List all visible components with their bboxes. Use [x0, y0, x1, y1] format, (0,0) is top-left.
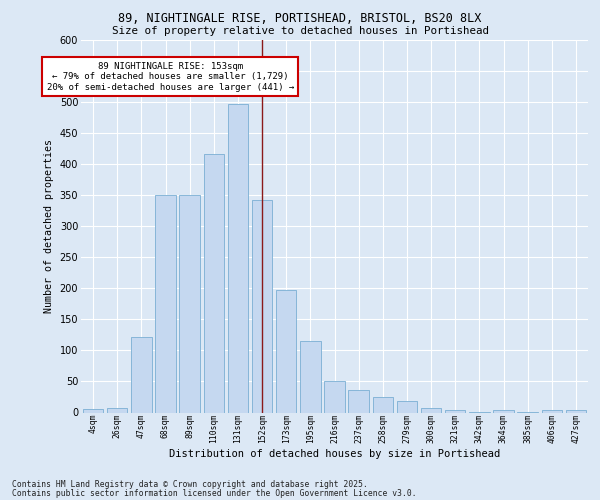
Bar	[373, 397, 393, 412]
Bar	[445, 410, 466, 412]
Text: Size of property relative to detached houses in Portishead: Size of property relative to detached ho…	[112, 26, 488, 36]
Text: Contains public sector information licensed under the Open Government Licence v3: Contains public sector information licen…	[12, 488, 416, 498]
Text: 89 NIGHTINGALE RISE: 153sqm
← 79% of detached houses are smaller (1,729)
20% of : 89 NIGHTINGALE RISE: 153sqm ← 79% of det…	[47, 62, 294, 92]
Bar	[179, 195, 200, 412]
Bar	[566, 410, 586, 412]
X-axis label: Distribution of detached houses by size in Portishead: Distribution of detached houses by size …	[169, 448, 500, 458]
Text: 89, NIGHTINGALE RISE, PORTISHEAD, BRISTOL, BS20 8LX: 89, NIGHTINGALE RISE, PORTISHEAD, BRISTO…	[118, 12, 482, 26]
Bar	[300, 341, 320, 412]
Bar	[107, 408, 127, 412]
Bar	[203, 154, 224, 412]
Text: Contains HM Land Registry data © Crown copyright and database right 2025.: Contains HM Land Registry data © Crown c…	[12, 480, 368, 489]
Bar	[397, 402, 417, 412]
Bar	[421, 408, 442, 412]
Bar	[276, 290, 296, 412]
Bar	[252, 200, 272, 412]
Y-axis label: Number of detached properties: Number of detached properties	[44, 139, 54, 313]
Bar	[542, 410, 562, 412]
Bar	[324, 382, 345, 412]
Bar	[131, 337, 152, 412]
Bar	[227, 104, 248, 412]
Bar	[493, 410, 514, 412]
Bar	[83, 410, 103, 412]
Bar	[349, 390, 369, 412]
Bar	[155, 195, 176, 412]
